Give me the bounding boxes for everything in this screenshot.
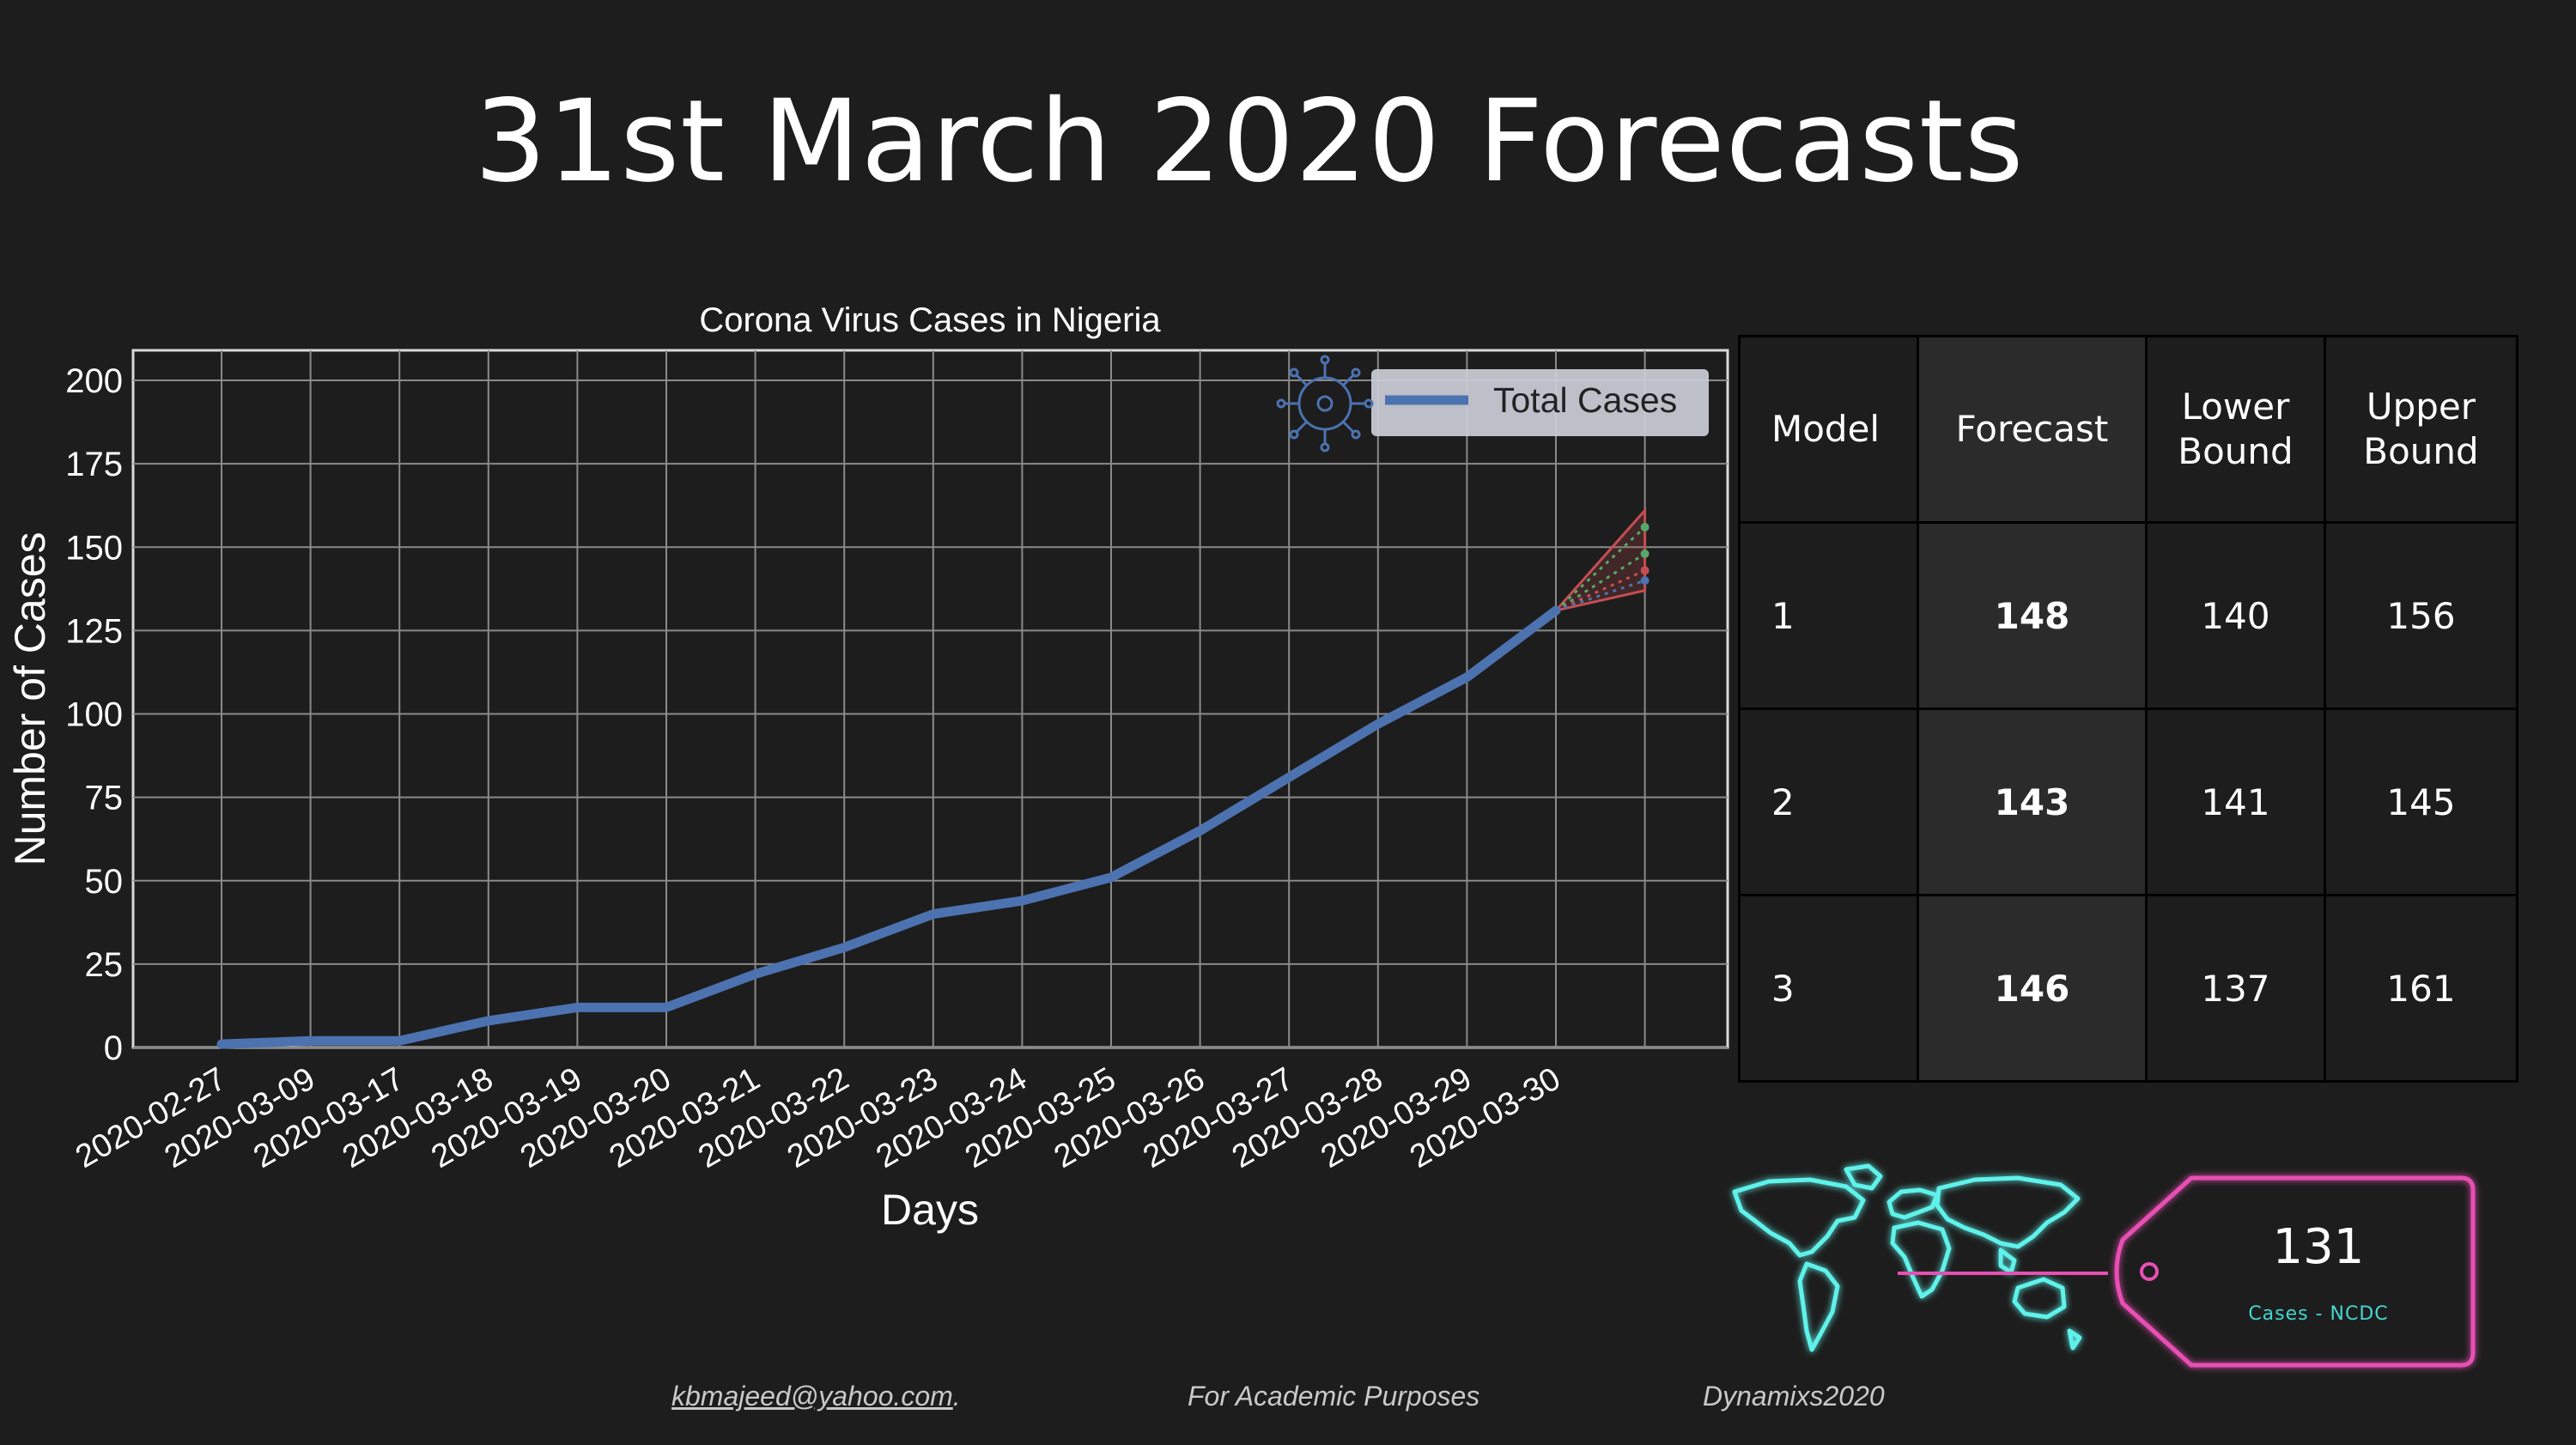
- forecast-point: [1640, 566, 1649, 575]
- y-tick-label: 100: [65, 696, 123, 734]
- y-tick-label: 125: [65, 612, 123, 650]
- y-axis-label: Number of Cases: [6, 531, 54, 865]
- forecast-model-line: [1554, 525, 1646, 612]
- cell-lower-bound: 141: [2145, 707, 2326, 896]
- forecast-point: [1640, 522, 1649, 531]
- forecast-model-line: [1555, 579, 1646, 612]
- y-tick-label: 200: [65, 362, 123, 400]
- y-gridlines: [133, 379, 1728, 1048]
- x-axis-label: Days: [881, 1186, 979, 1234]
- y-tick-label: 50: [85, 863, 124, 901]
- cell-lower-bound: 140: [2145, 521, 2326, 710]
- table-header-row: Model Forecast Lower Bound Upper Bound: [1738, 335, 2518, 524]
- table-row: 3 146 137 161: [1738, 894, 2518, 1083]
- total-cases-line: [216, 605, 1561, 1049]
- header-forecast: Forecast: [1917, 335, 2148, 524]
- header-model: Model: [1738, 335, 1919, 524]
- price-tag-icon: [2114, 1175, 2476, 1368]
- x-tick-labels: 2020-02-272020-03-092020-03-172020-03-18…: [70, 1060, 1566, 1175]
- cell-model: 2: [1738, 707, 1919, 896]
- world-map-icon: [1732, 1163, 2082, 1352]
- y-tick-labels: 0 25 50 75 100 125 150 175 200: [65, 362, 123, 1067]
- chart-title: Corona Virus Cases in Nigeria: [699, 301, 1161, 339]
- y-tick-label: 75: [85, 780, 124, 817]
- forecast-table: Model Forecast Lower Bound Upper Bound 1 1…: [1738, 335, 2518, 1083]
- x-gridlines: [221, 350, 1646, 1047]
- forecast-fan: [1552, 507, 1649, 613]
- cases-source-label: Cases - NCDC: [2248, 1303, 2389, 1325]
- table-row: 1 148 140 156: [1738, 521, 2518, 710]
- legend: Total Cases: [1371, 369, 1709, 436]
- cell-forecast: 146: [1917, 894, 2148, 1083]
- tag-hole: [2140, 1262, 2159, 1281]
- forecast-band: [1552, 507, 1647, 613]
- y-tick-label: 25: [85, 946, 124, 984]
- y-tick-label: 175: [65, 446, 123, 483]
- virus-icon: [1276, 355, 1374, 452]
- cell-forecast: 148: [1917, 521, 2148, 710]
- legend-box: [1371, 369, 1709, 436]
- cell-model: 3: [1738, 894, 1919, 1083]
- cell-lower-bound: 137: [2145, 894, 2326, 1083]
- y-tick-label: 150: [65, 529, 123, 567]
- footer-email-text: kbmajeed@yahoo.com: [671, 1381, 953, 1412]
- cases-line-chart: Corona Virus Cases in Nigeria 0 25 50 75 100…: [6, 301, 1729, 1234]
- cell-upper-bound: 145: [2324, 707, 2518, 896]
- footer-brand: Dynamixs2020: [1703, 1381, 1885, 1412]
- table-row: 2 143 141 145: [1738, 707, 2518, 896]
- cell-forecast: 143: [1917, 707, 2148, 896]
- legend-label: Total Cases: [1493, 380, 1677, 420]
- forecast-point: [1640, 549, 1649, 559]
- cell-upper-bound: 161: [2324, 894, 2518, 1083]
- footer-email-link[interactable]: kbmajeed@yahoo.com.: [671, 1381, 961, 1412]
- cases-count: 131: [2272, 1219, 2365, 1275]
- header-lower-bound: Lower Bound: [2145, 335, 2326, 524]
- forecast-point: [1640, 576, 1649, 586]
- forecast-model-line: [1555, 552, 1646, 612]
- cell-model: 1: [1738, 521, 1919, 710]
- header-upper-bound: Upper Bound: [2324, 335, 2518, 524]
- cases-badge: [1732, 1163, 2476, 1368]
- y-tick-label: 0: [104, 1029, 123, 1067]
- footer-note: For Academic Purposes: [1188, 1381, 1480, 1412]
- footer-email-suffix: .: [952, 1381, 961, 1412]
- plot-frame: [131, 349, 1729, 1049]
- cell-upper-bound: 156: [2324, 521, 2518, 710]
- page-title: 31st March 2020 Forecasts: [474, 76, 2025, 208]
